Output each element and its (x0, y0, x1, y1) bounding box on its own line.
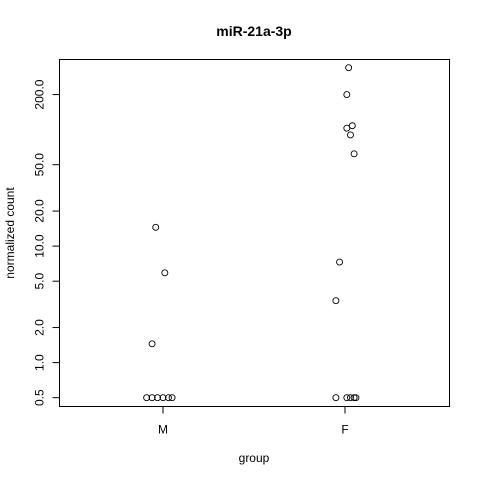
y-tick-label-0: 0.5 (33, 389, 47, 406)
data-point-2 (148, 340, 156, 348)
data-point-4 (148, 394, 156, 402)
data-point-13 (347, 131, 354, 139)
y-tick-label-5: 20.0 (33, 199, 47, 223)
data-point-3 (143, 394, 151, 402)
data-point-15 (336, 258, 343, 266)
data-point-20 (350, 394, 358, 402)
y-tick-label-2: 2.0 (33, 319, 47, 336)
data-point-12 (343, 124, 351, 132)
data-point-18 (343, 394, 351, 402)
data-point-21 (352, 394, 360, 402)
y-tick-label-6: 50.0 (33, 153, 47, 177)
y-tick-label-1: 1.0 (33, 354, 47, 371)
x-tick-label-F: F (341, 423, 348, 437)
data-point-5 (154, 394, 161, 402)
chart-title: miR-21a-3p (216, 23, 291, 39)
plot-frame (59, 59, 450, 407)
data-points (143, 64, 360, 402)
data-point-9 (345, 64, 353, 72)
y-axis-label: normalized count (3, 187, 17, 279)
y-tick-label-4: 10.0 (33, 234, 47, 258)
y-tick-label-3: 5.0 (33, 273, 47, 290)
data-point-19 (347, 394, 354, 402)
data-point-8 (168, 394, 176, 402)
x-axis-label: group (239, 451, 270, 465)
data-point-10 (343, 91, 351, 99)
data-point-7 (165, 394, 172, 402)
data-point-16 (332, 297, 340, 305)
x-tick-label-M: M (158, 423, 168, 437)
data-point-0 (152, 223, 160, 231)
data-point-14 (350, 150, 358, 158)
data-point-17 (332, 394, 340, 402)
data-point-6 (159, 394, 167, 402)
y-axis: 0.5 1.0 2.0 5.0 10.0 20.0 50.0 200.0 (33, 79, 60, 406)
data-point-1 (161, 269, 169, 277)
y-tick-label-7: 200.0 (33, 79, 47, 109)
